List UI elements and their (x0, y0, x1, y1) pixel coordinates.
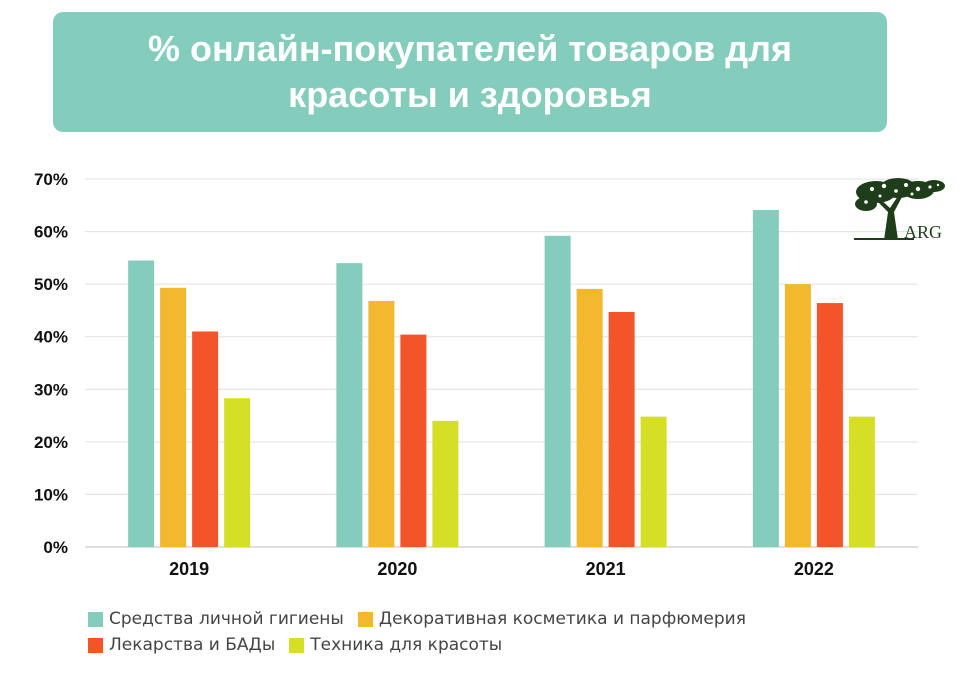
tree-logo-icon: ARG (854, 178, 945, 242)
chart-title: % онлайн-покупателей товаров для красоты… (148, 28, 792, 115)
bar (400, 334, 427, 547)
legend-row: Средства личной гигиены Декоративная кос… (88, 606, 908, 632)
bar (816, 303, 843, 547)
bar (336, 263, 363, 547)
bar (368, 300, 395, 547)
x-tick-label: 2022 (794, 559, 834, 579)
x-tick-label: 2021 (586, 559, 626, 579)
bar (848, 416, 875, 547)
legend-label: Техника для красоты (310, 635, 503, 655)
chart-area: 0% 10% 20% 30% 40% 50% 60% 70% 2019 2020 2021 2022 (34, 170, 918, 579)
bar (160, 287, 187, 547)
x-tick-label: 2019 (169, 559, 209, 579)
y-tick-label: 10% (34, 485, 68, 504)
bar (640, 416, 667, 547)
bar (224, 398, 251, 547)
y-tick-label: 40% (34, 328, 68, 347)
bar (128, 260, 155, 547)
chart-legend: Средства личной гигиены Декоративная кос… (88, 606, 908, 658)
y-tick-label: 0% (43, 538, 68, 557)
title-banner: % онлайн-покупателей товаров для красоты… (53, 12, 887, 132)
legend-label: Средства личной гигиены (109, 609, 344, 629)
x-tick-label: 2020 (377, 559, 417, 579)
legend-item: Лекарства и БАДы (88, 635, 275, 655)
y-tick-label: 30% (34, 380, 68, 399)
legend-swatch (88, 637, 103, 653)
legend-swatch (357, 611, 373, 627)
y-tick-label: 70% (34, 170, 68, 189)
legend-item: Декоративная косметика и парфюмерия (357, 609, 746, 629)
legend-swatch (289, 637, 305, 653)
y-tick-label: 50% (34, 275, 68, 294)
legend-item: Техника для красоты (289, 635, 502, 655)
legend-label: Лекарства и БАДы (109, 635, 276, 655)
legend-item: Средства личной гигиены (88, 609, 344, 629)
y-tick-label: 20% (34, 433, 68, 452)
legend-row: Лекарства и БАДы Техника для красоты (88, 632, 908, 658)
bar (432, 420, 459, 547)
logo-text: ARG (904, 222, 942, 242)
bar (784, 284, 811, 547)
bar (752, 210, 779, 547)
bar (544, 235, 571, 547)
bar (576, 288, 603, 547)
y-tick-label: 60% (34, 223, 68, 242)
legend-label: Декоративная косметика и парфюмерия (378, 609, 746, 629)
bar (192, 331, 219, 547)
legend-swatch (88, 611, 103, 627)
bar (608, 312, 635, 547)
